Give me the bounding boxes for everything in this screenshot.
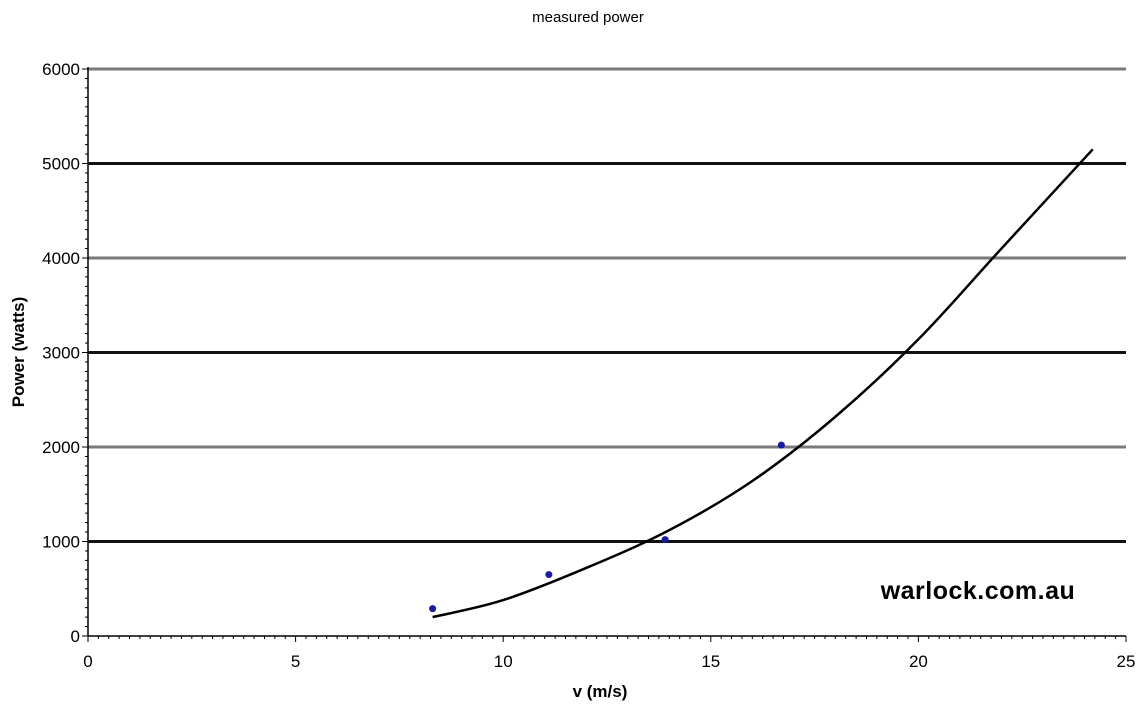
y-axis-label: Power (watts) bbox=[9, 297, 28, 408]
chart-title: measured power bbox=[532, 9, 644, 26]
trend-line bbox=[432, 148, 1094, 619]
x-tick-label-10: 10 bbox=[494, 652, 513, 671]
y-tick-labels: 0 1000 2000 3000 4000 5000 6000 bbox=[42, 60, 80, 646]
data-point-3 bbox=[777, 441, 785, 449]
y-tick-label-1000: 1000 bbox=[42, 533, 80, 552]
x-axis-label: v (m/s) bbox=[573, 682, 628, 701]
data-point-1 bbox=[545, 571, 553, 579]
gridlines bbox=[88, 67, 1126, 543]
data-point-2 bbox=[661, 536, 669, 544]
x-tick-label-15: 15 bbox=[701, 652, 720, 671]
x-tick-label-20: 20 bbox=[909, 652, 928, 671]
y-tick-label-2000: 2000 bbox=[42, 438, 80, 457]
scatter-series bbox=[429, 441, 785, 613]
y-tick-label-0: 0 bbox=[71, 627, 80, 646]
y-tick-label-5000: 5000 bbox=[42, 155, 80, 174]
x-tick-label-0: 0 bbox=[83, 652, 92, 671]
x-tick-labels: 0 5 10 15 20 25 bbox=[83, 652, 1135, 671]
trend-line-series bbox=[432, 148, 1094, 619]
x-tick-label-5: 5 bbox=[291, 652, 300, 671]
y-tick-label-3000: 3000 bbox=[42, 344, 80, 363]
watermark-text: warlock.com.au bbox=[880, 577, 1076, 605]
y-tick-label-6000: 6000 bbox=[42, 60, 80, 79]
data-point-0 bbox=[429, 605, 437, 613]
y-tick-label-4000: 4000 bbox=[42, 249, 80, 268]
axes bbox=[82, 67, 1127, 642]
x-tick-label-25: 25 bbox=[1117, 652, 1136, 671]
